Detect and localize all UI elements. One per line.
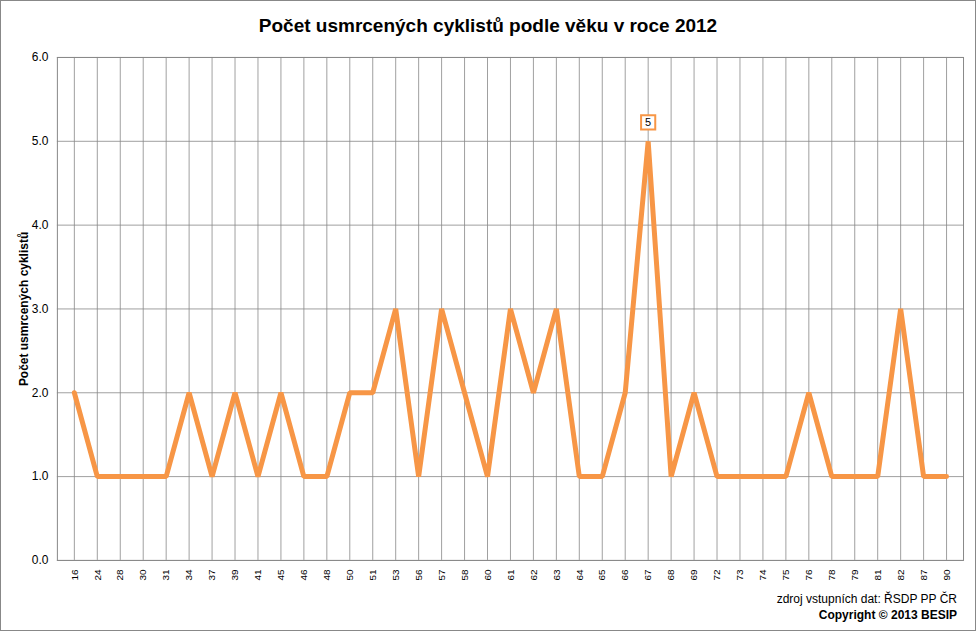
svg-text:56: 56 <box>413 569 424 581</box>
html-text:Počet usmrcených cyklistů podl: Počet usmrcených cyklistů podle věku v r… <box>258 15 718 36</box>
svg-text:53: 53 <box>390 569 401 581</box>
svg-text:66: 66 <box>619 569 630 581</box>
svg-text:37: 37 <box>206 569 217 581</box>
svg-text:31: 31 <box>160 569 171 581</box>
svg-text:51: 51 <box>367 569 378 581</box>
svg-text:76: 76 <box>803 569 814 581</box>
svg-text:74: 74 <box>757 569 768 581</box>
svg-text:5.0: 5.0 <box>32 134 49 148</box>
svg-text:Počet usmrcených cyklistů: Počet usmrcených cyklistů <box>17 232 31 386</box>
svg-text:3.0: 3.0 <box>32 302 49 316</box>
svg-text:41: 41 <box>252 569 263 581</box>
svg-text:65: 65 <box>596 569 607 581</box>
svg-text:68: 68 <box>665 569 676 581</box>
svg-text:46: 46 <box>298 569 309 581</box>
svg-text:2.0: 2.0 <box>32 386 49 400</box>
svg-text:34: 34 <box>183 569 194 581</box>
svg-text:30: 30 <box>137 569 148 581</box>
svg-text:75: 75 <box>780 569 791 581</box>
svg-text:87: 87 <box>918 569 929 581</box>
svg-text:61: 61 <box>505 569 516 581</box>
svg-text:5: 5 <box>645 116 651 128</box>
svg-text:81: 81 <box>872 569 883 581</box>
svg-text:24: 24 <box>91 569 102 581</box>
svg-text:78: 78 <box>826 569 837 581</box>
svg-text:69: 69 <box>688 569 699 581</box>
svg-text:72: 72 <box>711 569 722 581</box>
svg-text:39: 39 <box>229 569 240 581</box>
svg-text:82: 82 <box>895 569 906 581</box>
svg-text:45: 45 <box>275 569 286 581</box>
svg-text:16: 16 <box>69 569 80 581</box>
svg-text:73: 73 <box>734 569 745 581</box>
svg-text:6.0: 6.0 <box>32 50 49 64</box>
svg-text:28: 28 <box>114 569 125 581</box>
svg-text:62: 62 <box>528 569 539 581</box>
html-text:zdroj vstupních dat: ŘSDP PP Č: zdroj vstupních dat: ŘSDP PP ČR <box>776 592 957 606</box>
svg-text:79: 79 <box>849 569 860 581</box>
svg-text:58: 58 <box>459 569 470 581</box>
svg-text:50: 50 <box>344 569 355 581</box>
svg-text:63: 63 <box>551 569 562 581</box>
svg-text:90: 90 <box>941 569 952 581</box>
html-text:Copyright © 2013 BESIP: Copyright © 2013 BESIP <box>818 608 957 622</box>
svg-text:48: 48 <box>321 569 332 581</box>
svg-text:4.0: 4.0 <box>32 218 49 232</box>
svg-text:67: 67 <box>642 569 653 581</box>
svg-text:57: 57 <box>436 569 447 581</box>
svg-text:64: 64 <box>574 569 585 581</box>
svg-text:0.0: 0.0 <box>32 553 49 567</box>
svg-text:1.0: 1.0 <box>32 469 49 483</box>
svg-text:60: 60 <box>482 569 493 581</box>
